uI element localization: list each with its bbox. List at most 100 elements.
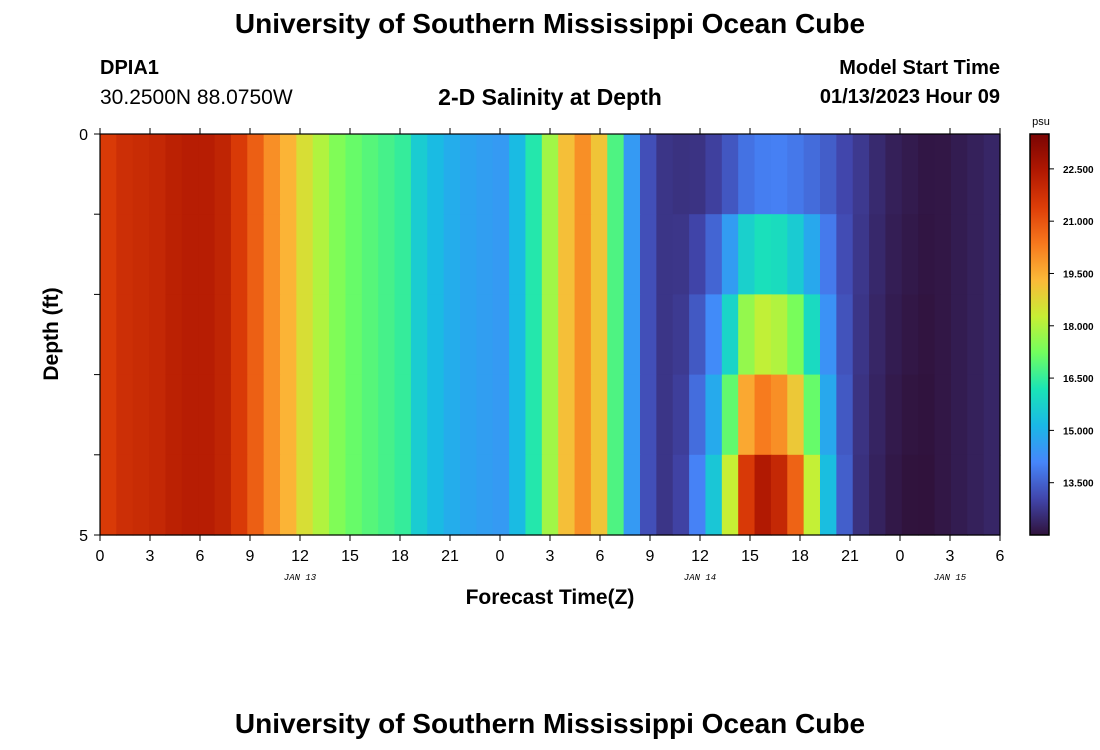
heatmap-cell (263, 214, 281, 295)
heatmap-cell (869, 374, 887, 456)
heatmap-cell (280, 214, 297, 295)
heatmap-cell (705, 294, 723, 376)
heatmap-cell (230, 214, 248, 295)
heatmap-cell (116, 134, 134, 215)
heatmap-cell (607, 454, 625, 536)
heatmap-cell (361, 294, 379, 376)
colorbar-unit-label: psu (1032, 116, 1050, 128)
heatmap-cell (541, 214, 559, 295)
heatmap-cell (640, 454, 657, 536)
heatmap-cell (623, 374, 641, 456)
heatmap-cell (460, 134, 477, 215)
x-tick-label: 12 (691, 548, 709, 565)
heatmap-cell (738, 294, 756, 376)
heatmap-cell (934, 294, 952, 376)
heatmap-cell (165, 214, 183, 295)
heatmap-cell (672, 374, 690, 456)
heatmap-cell (149, 454, 167, 536)
heatmap-cell (132, 374, 150, 456)
heatmap-cell (100, 454, 117, 536)
heatmap-cell (509, 134, 527, 215)
heatmap-cell (280, 454, 297, 536)
heatmap-cell (770, 134, 788, 215)
heatmap-cell (198, 294, 216, 376)
heatmap-cell (934, 374, 952, 456)
heatmap-cell (672, 214, 690, 295)
heatmap-cell (525, 134, 543, 215)
heatmap-cell (312, 454, 330, 536)
station-coordinates: 30.2500N 88.0750W (100, 86, 293, 109)
heatmap-cell (934, 454, 952, 536)
heatmap-cell (181, 294, 199, 376)
heatmap-cell (410, 454, 428, 536)
heatmap-cell (754, 134, 772, 215)
heatmap-cell (672, 294, 690, 376)
heatmap-cell (214, 454, 232, 536)
heatmap-cell (950, 214, 968, 295)
heatmap-cell (247, 374, 265, 456)
heatmap-cell (509, 374, 527, 456)
heatmap-cell (721, 294, 739, 376)
heatmap-cell (607, 214, 625, 295)
heatmap-cell (558, 134, 576, 215)
heatmap-cell (132, 134, 150, 215)
heatmap-cell (541, 294, 559, 376)
heatmap-cell (950, 374, 968, 456)
x-axis-label: Forecast Time(Z) (466, 586, 635, 609)
heatmap-cell (394, 214, 412, 295)
heatmap-cell (803, 294, 821, 376)
heatmap-cell (787, 134, 805, 215)
heatmap-cell (836, 134, 854, 215)
heatmap-cell (738, 454, 756, 536)
y-tick-label: 0 (79, 127, 88, 144)
heatmap-cell (983, 134, 1001, 215)
x-tick-label: 15 (341, 548, 359, 565)
heatmap-cell (656, 294, 674, 376)
heatmap-cell (378, 214, 396, 295)
heatmap-cell (869, 454, 887, 536)
station-id: DPIA1 (100, 57, 159, 79)
heatmap-cell (312, 374, 330, 456)
heatmap-cell (329, 374, 347, 456)
heatmap-cell (836, 374, 854, 456)
heatmap-cell (509, 454, 527, 536)
colorbar-tick-label: 18.000 (1063, 322, 1094, 333)
heatmap-cell (509, 214, 527, 295)
heatmap-cell (689, 294, 707, 376)
heatmap-cell (214, 294, 232, 376)
heatmap-cell (214, 214, 232, 295)
heatmap-cell (296, 374, 314, 456)
heatmap-cell (361, 214, 379, 295)
heatmap-cell (770, 294, 788, 376)
heatmap-cell (705, 134, 723, 215)
heatmap-cell (296, 294, 314, 376)
x-tick-label: 6 (196, 548, 205, 565)
heatmap-cell (918, 214, 936, 295)
heatmap-cell (640, 294, 657, 376)
heatmap-cell (983, 214, 1001, 295)
heatmap-cell (852, 294, 870, 376)
heatmap-cell (476, 454, 494, 536)
x-tick-label: 3 (146, 548, 155, 565)
heatmap-cell (574, 214, 592, 295)
heatmap-cell (574, 134, 592, 215)
heatmap-cell (689, 454, 707, 536)
heatmap-cell (705, 374, 723, 456)
heatmap-cell (754, 214, 772, 295)
heatmap-cell (460, 214, 477, 295)
heatmap-cell (230, 454, 248, 536)
heatmap-cell (574, 454, 592, 536)
heatmap-cell (361, 374, 379, 456)
heatmap-cells (100, 134, 1001, 536)
y-tick-label: 5 (79, 528, 88, 545)
heatmap-cell (296, 214, 314, 295)
heatmap-cell (443, 294, 461, 376)
heatmap-cell (378, 454, 396, 536)
heatmap-cell (460, 294, 477, 376)
x-tick-label: 18 (391, 548, 409, 565)
heatmap-cell (525, 214, 543, 295)
heatmap-cell (394, 294, 412, 376)
heatmap-cell (263, 374, 281, 456)
heatmap-cell (214, 134, 232, 215)
heatmap-cell (280, 374, 297, 456)
